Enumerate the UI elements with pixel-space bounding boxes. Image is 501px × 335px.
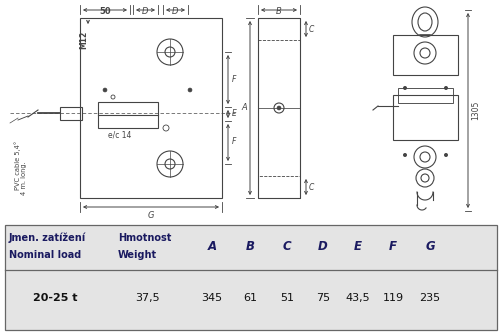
- Text: F: F: [388, 241, 396, 254]
- Text: F: F: [231, 74, 236, 83]
- Text: 51: 51: [280, 293, 294, 303]
- Text: B: B: [245, 241, 254, 254]
- Text: E: E: [353, 241, 361, 254]
- Bar: [397, 88, 452, 103]
- Circle shape: [277, 106, 281, 110]
- Text: Weight: Weight: [118, 250, 157, 260]
- Circle shape: [402, 86, 406, 90]
- Text: 1305: 1305: [470, 100, 479, 120]
- Text: 235: 235: [419, 293, 440, 303]
- Bar: [392, 35, 457, 75]
- Circle shape: [402, 153, 406, 157]
- Text: PVC cable 5,4°: PVC cable 5,4°: [15, 140, 22, 190]
- Text: 61: 61: [242, 293, 257, 303]
- Text: B: B: [276, 7, 282, 16]
- Bar: [98, 102, 158, 128]
- Bar: [60, 107, 82, 120]
- Text: 119: 119: [382, 293, 403, 303]
- Text: 20-25 t: 20-25 t: [33, 293, 77, 303]
- Text: Jmen. zatížení: Jmen. zatížení: [9, 233, 86, 243]
- Bar: [258, 18, 300, 198]
- Text: G: G: [147, 211, 154, 220]
- Circle shape: [188, 88, 191, 92]
- Text: e/c 14: e/c 14: [108, 131, 131, 139]
- Text: F: F: [231, 137, 236, 146]
- Text: 75: 75: [315, 293, 329, 303]
- Text: 4 m. long.: 4 m. long.: [21, 161, 27, 195]
- Circle shape: [443, 153, 447, 157]
- Text: G: G: [424, 241, 434, 254]
- Text: Nominal load: Nominal load: [9, 250, 81, 260]
- Bar: [258, 176, 300, 198]
- Circle shape: [103, 88, 107, 92]
- Text: D: D: [171, 7, 178, 16]
- Bar: [80, 18, 221, 198]
- Text: 50: 50: [99, 7, 111, 16]
- Text: A: A: [241, 104, 246, 113]
- Text: D: D: [141, 7, 148, 16]
- Text: A: A: [207, 241, 216, 254]
- Text: 43,5: 43,5: [345, 293, 370, 303]
- Text: Hmotnost: Hmotnost: [118, 233, 171, 243]
- Bar: [392, 95, 457, 140]
- Text: C: C: [309, 24, 314, 34]
- Text: C: C: [309, 183, 314, 192]
- Text: M12: M12: [79, 31, 88, 49]
- Text: D: D: [318, 241, 327, 254]
- Bar: [5, 225, 496, 330]
- Circle shape: [443, 86, 447, 90]
- Text: 37,5: 37,5: [135, 293, 160, 303]
- Text: C: C: [282, 241, 291, 254]
- Text: E: E: [231, 110, 236, 119]
- Text: 345: 345: [201, 293, 222, 303]
- Bar: [258, 18, 300, 40]
